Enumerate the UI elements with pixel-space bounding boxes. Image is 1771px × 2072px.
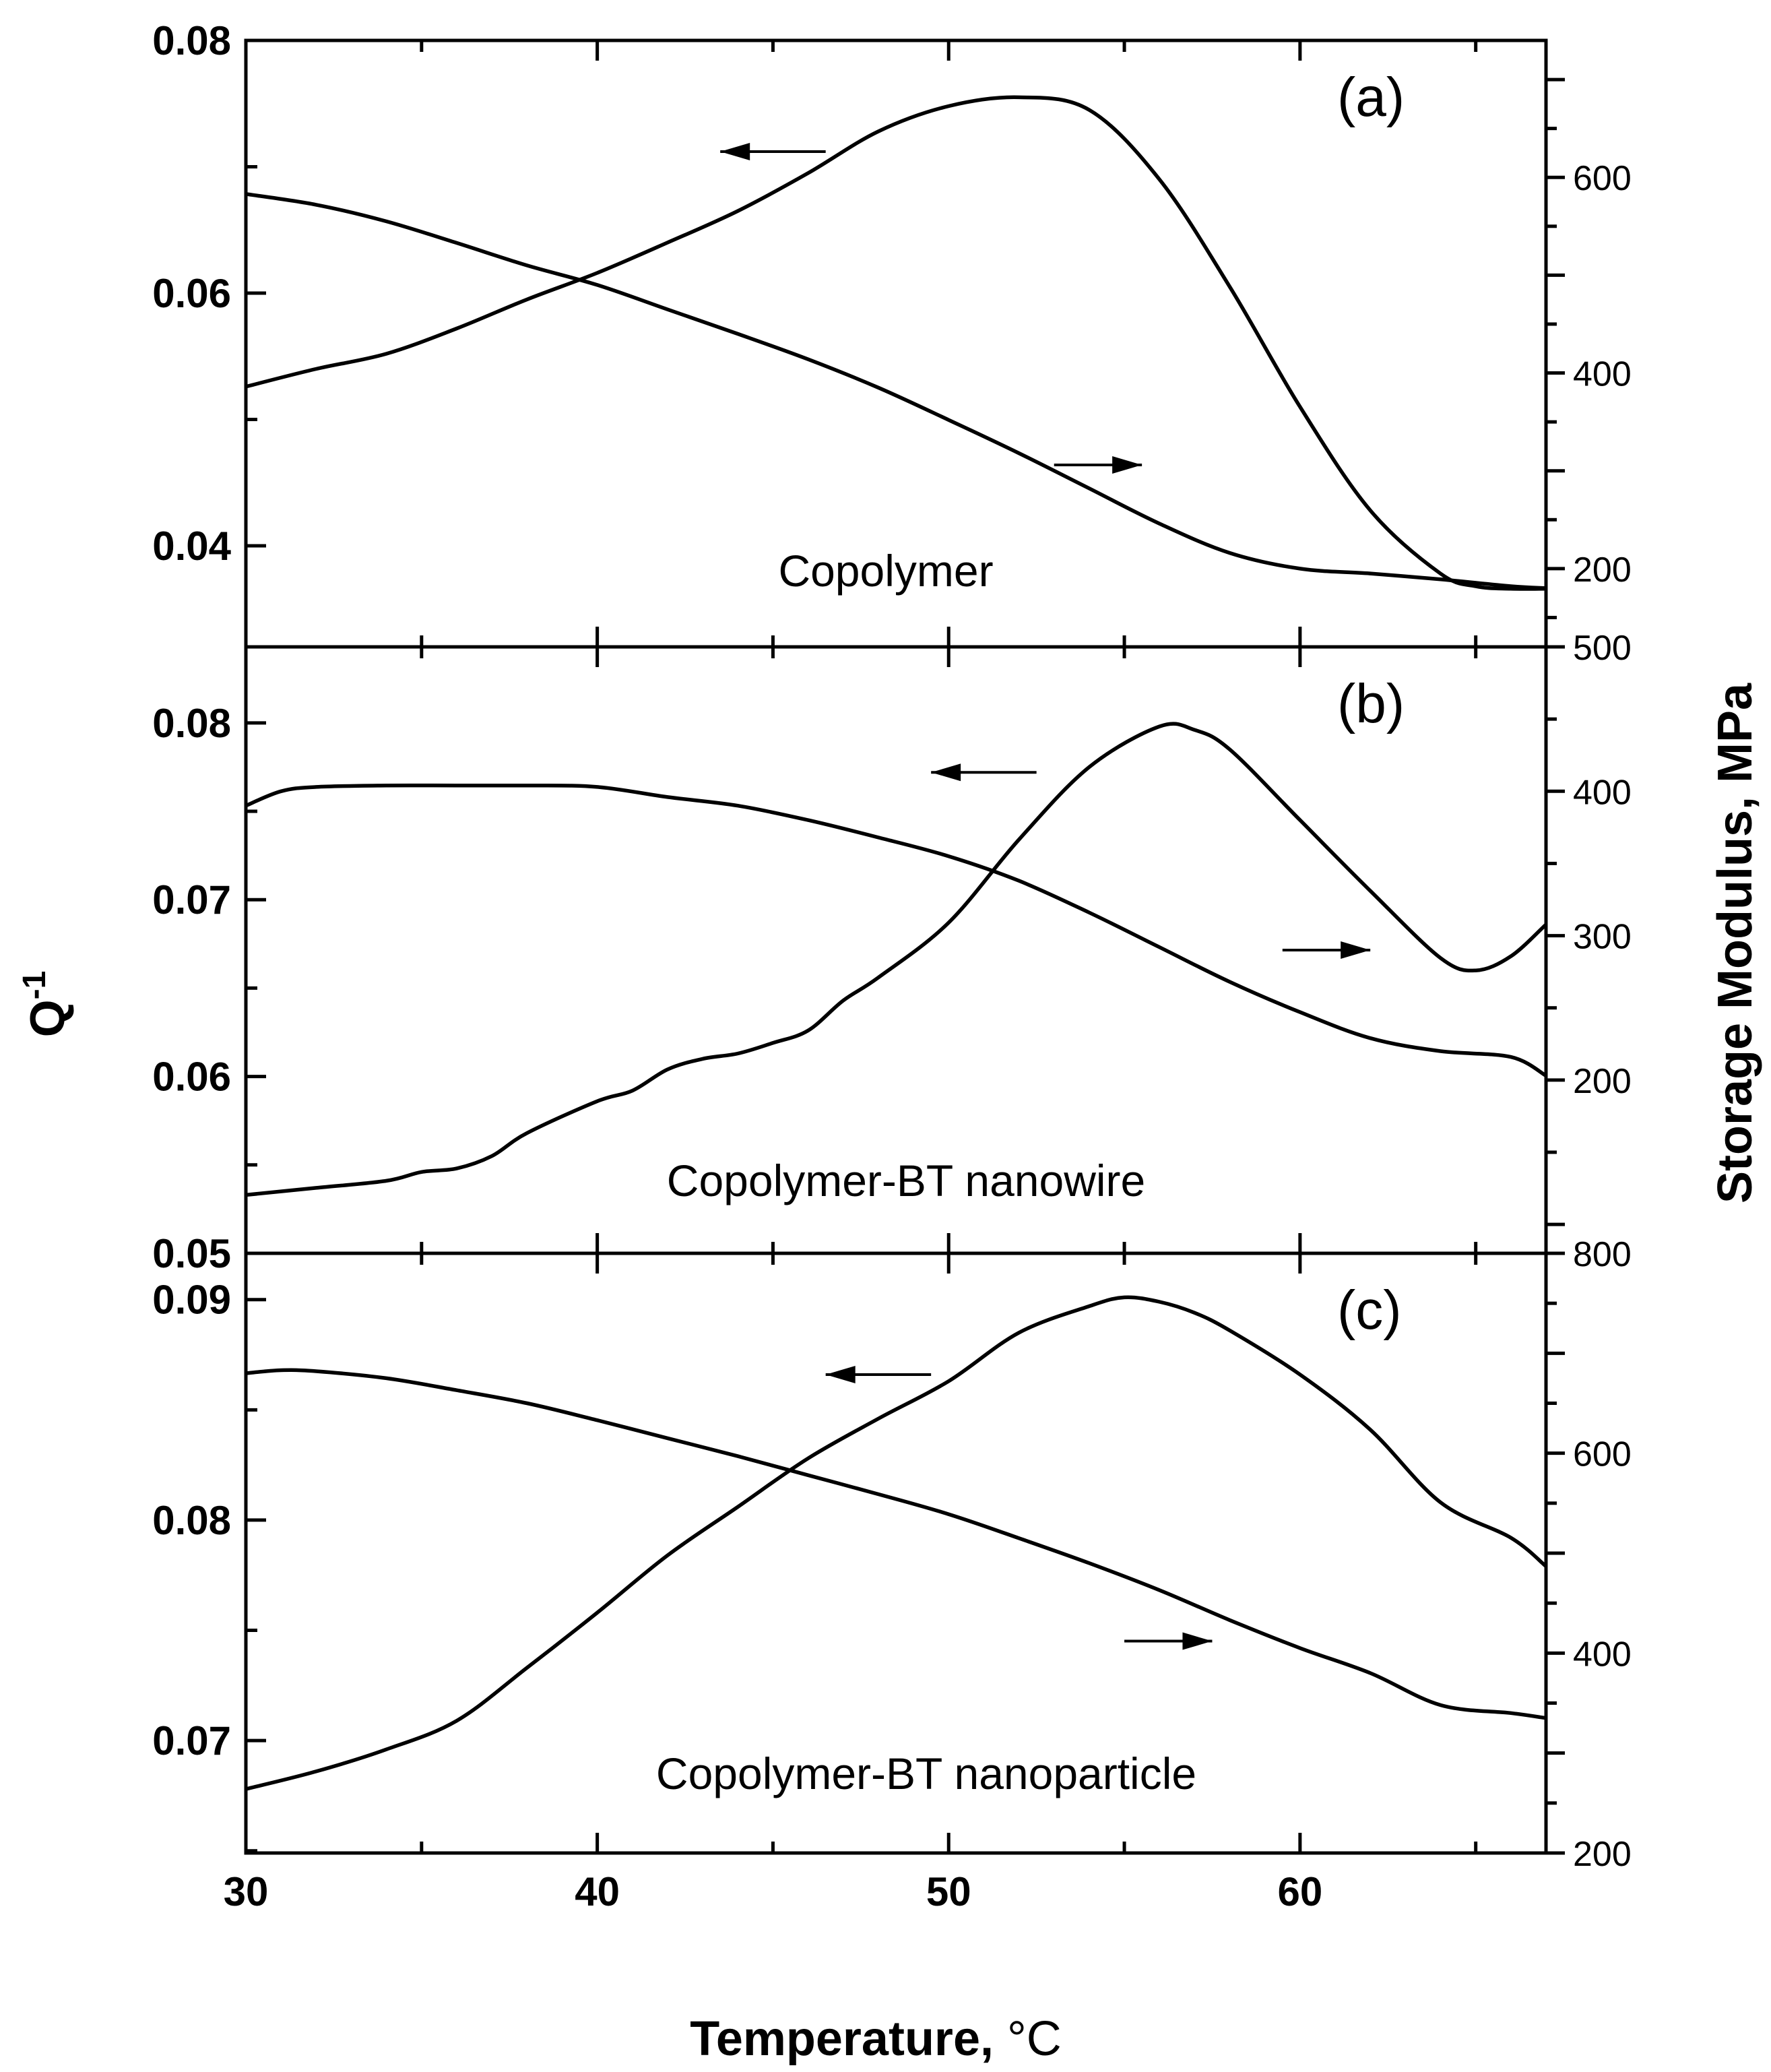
panel-c-ytick-left-label: 0.09 [152, 1278, 231, 1323]
panel-c-sample-label: Copolymer-BT nanoparticle [656, 1749, 1196, 1798]
panel-a-sample-label: Copolymer [778, 546, 993, 596]
panel-a-ytick-left-label: 0.06 [152, 271, 231, 316]
panel-c-ytick-left-label: 0.08 [152, 1498, 231, 1543]
panel-a-ytick-right-label: 200 [1573, 551, 1632, 590]
panel-a-ytick-right-label: 400 [1573, 355, 1632, 394]
panel-c-ytick-right-label: 400 [1573, 1635, 1632, 1674]
panel-b-ytick-right-label: 400 [1573, 773, 1632, 812]
panel-b-ytick-right-label: 500 [1573, 629, 1632, 668]
x-tick-label: 40 [575, 1869, 620, 1914]
panel-a-arrow-right-head [1112, 456, 1142, 474]
panel-c-storage-modulus-curve [245, 1368, 1547, 1720]
panel-b-q-inverse-curve [245, 722, 1547, 1197]
panel-b-ytick-left-label: 0.08 [152, 701, 231, 746]
panel-b-sample-label: Copolymer-BT nanowire [667, 1156, 1145, 1205]
y-left-axis-superscript: -1 [17, 971, 53, 1000]
panel-b-label: (b) [1337, 673, 1405, 734]
y-right-axis-title: Storage Modulus, MPa [1708, 683, 1762, 1203]
panel-b-arrow-right-head [1341, 941, 1371, 959]
axis-ticks [244, 38, 1565, 1855]
panel-c-q-inverse-curve [245, 1295, 1547, 1791]
x-tick-label: 60 [1277, 1869, 1322, 1914]
panel-b-ytick-right-label: 300 [1573, 918, 1632, 957]
panel-b-ytick-right-label: 200 [1573, 1062, 1632, 1101]
panel-a-ytick-left-label: 0.08 [152, 18, 231, 63]
y-left-axis-title-group: Q-1 [17, 971, 75, 1038]
x-axis-unit: °C [1007, 2012, 1062, 2066]
panel-b-arrow-left-head [931, 763, 961, 782]
panel-a-label: (a) [1337, 67, 1405, 128]
panel-c-ytick-left-label: 0.07 [152, 1718, 231, 1763]
panel-a-q-inverse-curve [245, 95, 1547, 591]
panel-b-storage-modulus-curve [245, 783, 1547, 1077]
data-curves [245, 95, 1547, 1791]
panel-c-label: (c) [1337, 1280, 1402, 1341]
x-axis-label: Temperature, [690, 2012, 1007, 2066]
panel-b-ytick-left-label: 0.06 [152, 1055, 231, 1100]
labels: 0.040.060.08200400600(a)Copolymer0.050.0… [152, 18, 1632, 1914]
y-left-axis-title: Q-1 [17, 971, 75, 1038]
x-axis-title: Temperature, °C [690, 2012, 1062, 2066]
x-tick-label: 50 [926, 1869, 971, 1914]
panel-c-ytick-right-label: 800 [1573, 1235, 1632, 1274]
panel-c-arrow-left-head [825, 1365, 856, 1383]
panel-a-ytick-left-label: 0.04 [152, 524, 231, 569]
y-right-axis-title-group: Storage Modulus, MPa [1708, 683, 1762, 1203]
panel-b-ytick-left-label: 0.05 [152, 1231, 231, 1276]
x-tick-label: 30 [224, 1869, 269, 1914]
panel-a-arrow-left-head [720, 143, 750, 160]
panel-c-arrow-right-head [1182, 1632, 1213, 1650]
panel-a-ytick-right-label: 600 [1573, 159, 1632, 198]
panel-b-ytick-left-label: 0.07 [152, 877, 231, 922]
panel-a-storage-modulus-curve [245, 192, 1547, 590]
panel-c-ytick-right-label: 600 [1573, 1435, 1632, 1474]
panel-c-ytick-right-label: 200 [1573, 1835, 1632, 1874]
y-left-axis-base: Q [21, 999, 75, 1037]
